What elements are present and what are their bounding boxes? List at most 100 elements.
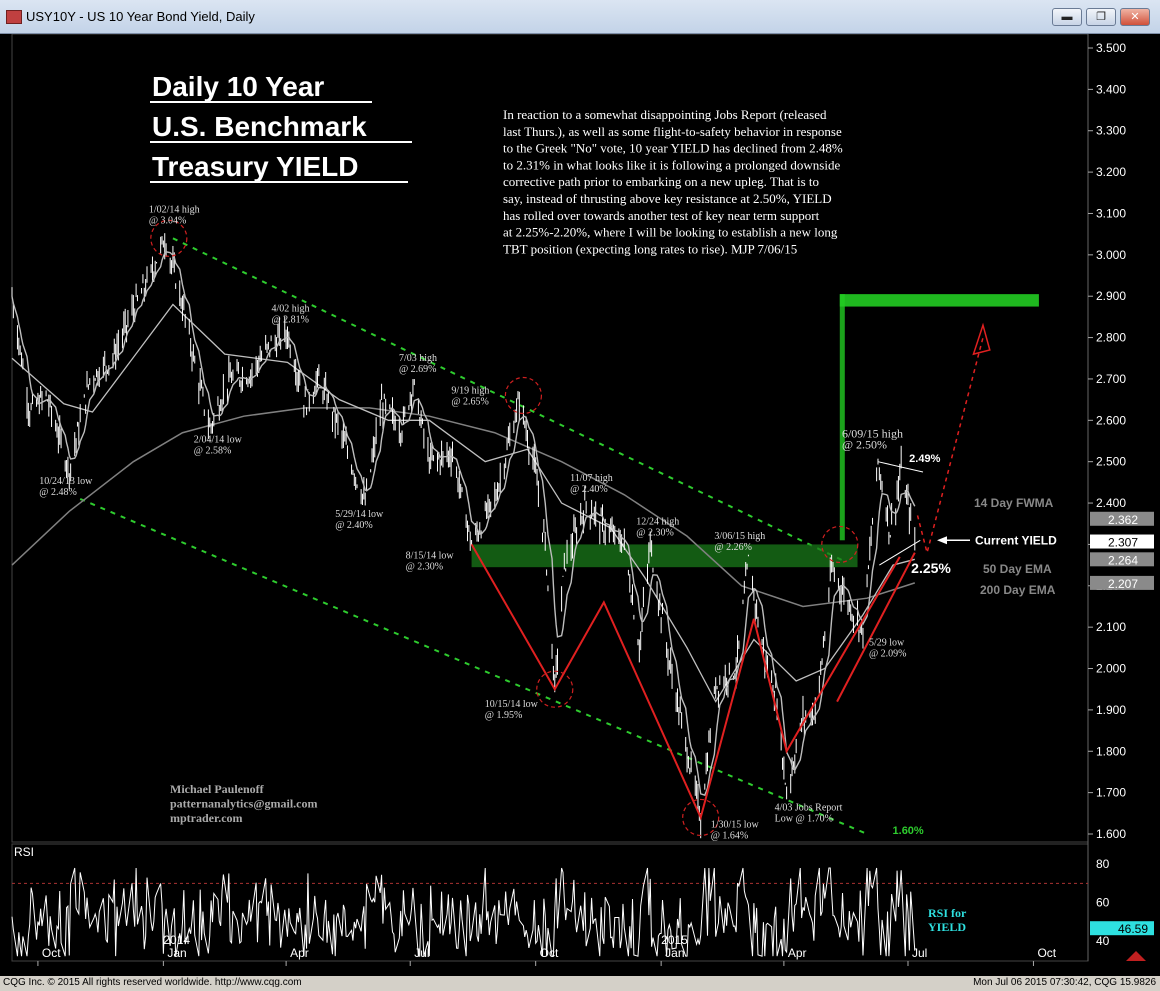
y-tick-label: 3.000 [1096,248,1126,262]
annotation-label: @ 2.26% [714,542,752,553]
x-tick-label: Apr [290,946,309,960]
rsi-title-line: RSI for [928,906,967,920]
price-tag-box [1090,534,1154,549]
fwma14-line [11,251,916,797]
price-tag-box [1090,552,1154,567]
commentary-line: corrective path prior to embarking on a … [503,174,819,189]
annotation-label: 1/30/15 low [711,819,760,830]
price-tag-label: 2.264 [1108,553,1138,567]
commentary-line: say, instead of thrusting above key resi… [503,191,832,206]
annotation-label: 7/03 high [399,353,437,364]
annotation-label: @ 1.95% [485,710,523,721]
annotation-label: @ 2.40% [570,484,608,495]
commentary-line: last Thurs.), as well as some flight-to-… [503,124,842,139]
x-tick-label: Jan [665,946,684,960]
annotation-label: 4/03 Jobs Report [775,803,843,814]
chart-title-line: Treasury YIELD [152,151,358,182]
timestamp-text: Mon Jul 06 2015 07:30:42, CQG 15.9826 [973,977,1156,988]
x-tick-label: Oct [1037,946,1056,960]
yield-chart-svg[interactable]: 3.500 3.400 3.300 3.200 3.100 3.000 2.900 2.800… [0,33,1160,976]
x-tick-label: Jul [912,946,927,960]
projected-arrow-head [972,322,991,356]
annotation-label: 3/06/15 high [714,531,765,542]
highlight-circle [682,798,720,837]
highlight-circle [536,670,574,708]
close-button[interactable]: ✕ [1120,8,1150,26]
y-tick-label: 2.700 [1096,372,1126,386]
annotation-label: 5/29 low [869,637,905,648]
window-title: USY10Y - US 10 Year Bond Yield, Daily [26,9,255,24]
projected-path [916,337,984,553]
annotation-label: @ 2.30% [636,527,674,538]
annotation-label: @ 2.65% [451,397,489,408]
minimize-button[interactable]: ▬ [1052,8,1082,26]
rsi-title-line: YIELD [928,920,966,934]
y-tick-label: 1.700 [1096,786,1126,800]
target-box-side [839,294,845,541]
annotation-label: @ 2.48% [39,487,77,498]
ema50-line [11,303,915,703]
rsi-current-value: 46.59 [1118,922,1148,936]
commentary-line: at 2.25%-2.20%, where I will be looking … [503,225,838,240]
level-label: 1.60% [893,825,924,837]
annotation-label: 1/02/14 high [149,204,200,215]
y-tick-label: 1.600 [1096,827,1126,841]
price-pane [11,33,1089,843]
annotation-label: @ 2.50% [842,438,887,452]
annotation-label: @ 2.40% [335,520,373,531]
annotation-label: 10/24/13 low [39,476,93,487]
level-label: 2.25% [911,560,951,576]
annotation-label: 12/24 high [636,516,679,527]
chart-area[interactable]: 3.500 3.400 3.300 3.200 3.100 3.000 2.900 2.800… [0,33,1160,976]
price-tag-label: 2.362 [1108,513,1138,527]
y-tick-label: 3.400 [1096,82,1126,96]
commentary-line: to 2.31% in what looks like it is follow… [503,157,840,172]
author-line: Michael Paulenoff [170,782,265,796]
annotation-label: @ 2.58% [194,446,232,457]
chart-title-line: Daily 10 Year [152,71,324,102]
author-line: mptrader.com [170,811,243,825]
annotation-label: @ 2.81% [271,314,309,325]
annotation-label: 4/02 high [271,303,309,314]
commentary-line: In reaction to a somewhat disappointing … [503,107,827,122]
annotation-label: 11/07 high [570,473,613,484]
annotation-label: @ 2.09% [869,648,907,659]
annotation-label: 5/29/14 low [335,509,384,520]
y-tick-label: 2.900 [1096,289,1126,303]
support-line [879,539,921,566]
rsi-value-box [1090,921,1154,936]
y-tick-label: 3.200 [1096,165,1126,179]
y-tick-label: 2.500 [1096,455,1126,469]
rsi-label: RSI [14,845,34,859]
y-tick-label: 1.800 [1096,744,1126,758]
highlight-circle [504,376,543,415]
pattern-line [470,543,901,821]
x-tick-label: Jul [414,946,429,960]
annotation-label: @ 3.04% [149,215,187,226]
price-tag-label: 2.207 [1108,577,1138,591]
commentary-line: has rolled over towards another test of … [503,208,820,223]
y-tick-label: 3.300 [1096,124,1126,138]
support-trend-line [836,552,916,703]
annotation-label: 10/15/14 low [485,699,539,710]
annotation-label: @ 2.69% [399,364,437,375]
highlight-circle [150,219,188,257]
price-tag-label: 2.307 [1108,536,1138,550]
x-tick-label: Oct [540,946,559,960]
current-yield-arrowhead [937,536,947,545]
price-tag-box [1090,575,1154,590]
annotation-label: 6/09/15 high [842,427,903,441]
ema200-line [11,407,916,608]
level-label: 2.49% [909,453,940,465]
rsi-tick-label: 80 [1096,857,1110,871]
indicator-label: 14 Day FWMA [974,496,1054,510]
annotation-label: 9/19 high [451,386,489,397]
commentary-line: TBT position (expecting long rates to ri… [503,241,797,256]
y-tick-label: 1.900 [1096,703,1126,717]
rsi-tick-label: 40 [1096,934,1110,948]
indicator-label: 50 Day EMA [983,562,1052,576]
y-tick-label: 2.100 [1096,620,1126,634]
chart-app-icon[interactable] [6,10,22,24]
restore-button[interactable]: ❐ [1086,8,1116,26]
scroll-arrow-icon[interactable] [1126,951,1146,961]
